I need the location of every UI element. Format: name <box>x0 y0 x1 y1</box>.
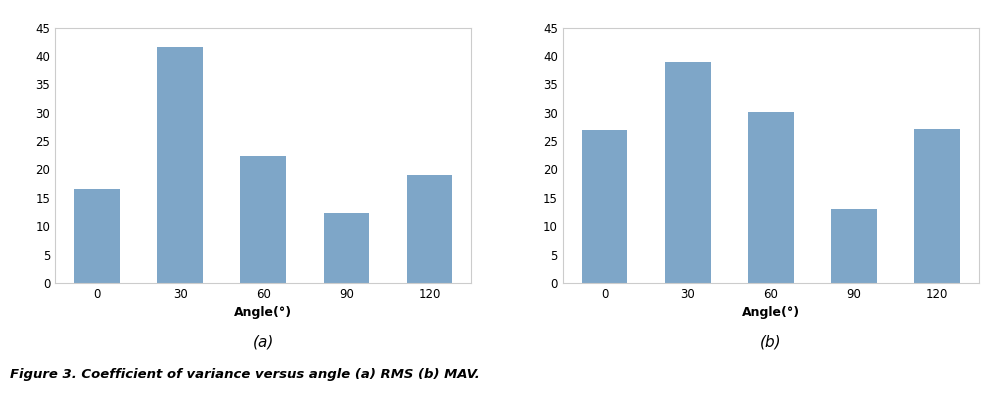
Bar <box>240 156 286 283</box>
Bar <box>581 130 627 283</box>
Text: (b): (b) <box>759 334 781 349</box>
Bar <box>157 48 203 283</box>
Text: (a): (a) <box>253 334 274 349</box>
X-axis label: Angle(°): Angle(°) <box>741 307 799 320</box>
X-axis label: Angle(°): Angle(°) <box>234 307 292 320</box>
Bar <box>664 62 710 283</box>
Bar <box>323 213 369 283</box>
Bar <box>914 129 959 283</box>
Bar <box>74 189 119 283</box>
Text: Figure 3. Coefficient of variance versus angle (a) RMS (b) MAV.: Figure 3. Coefficient of variance versus… <box>10 368 479 381</box>
Bar <box>747 112 793 283</box>
Bar <box>830 209 876 283</box>
Bar <box>406 175 452 283</box>
